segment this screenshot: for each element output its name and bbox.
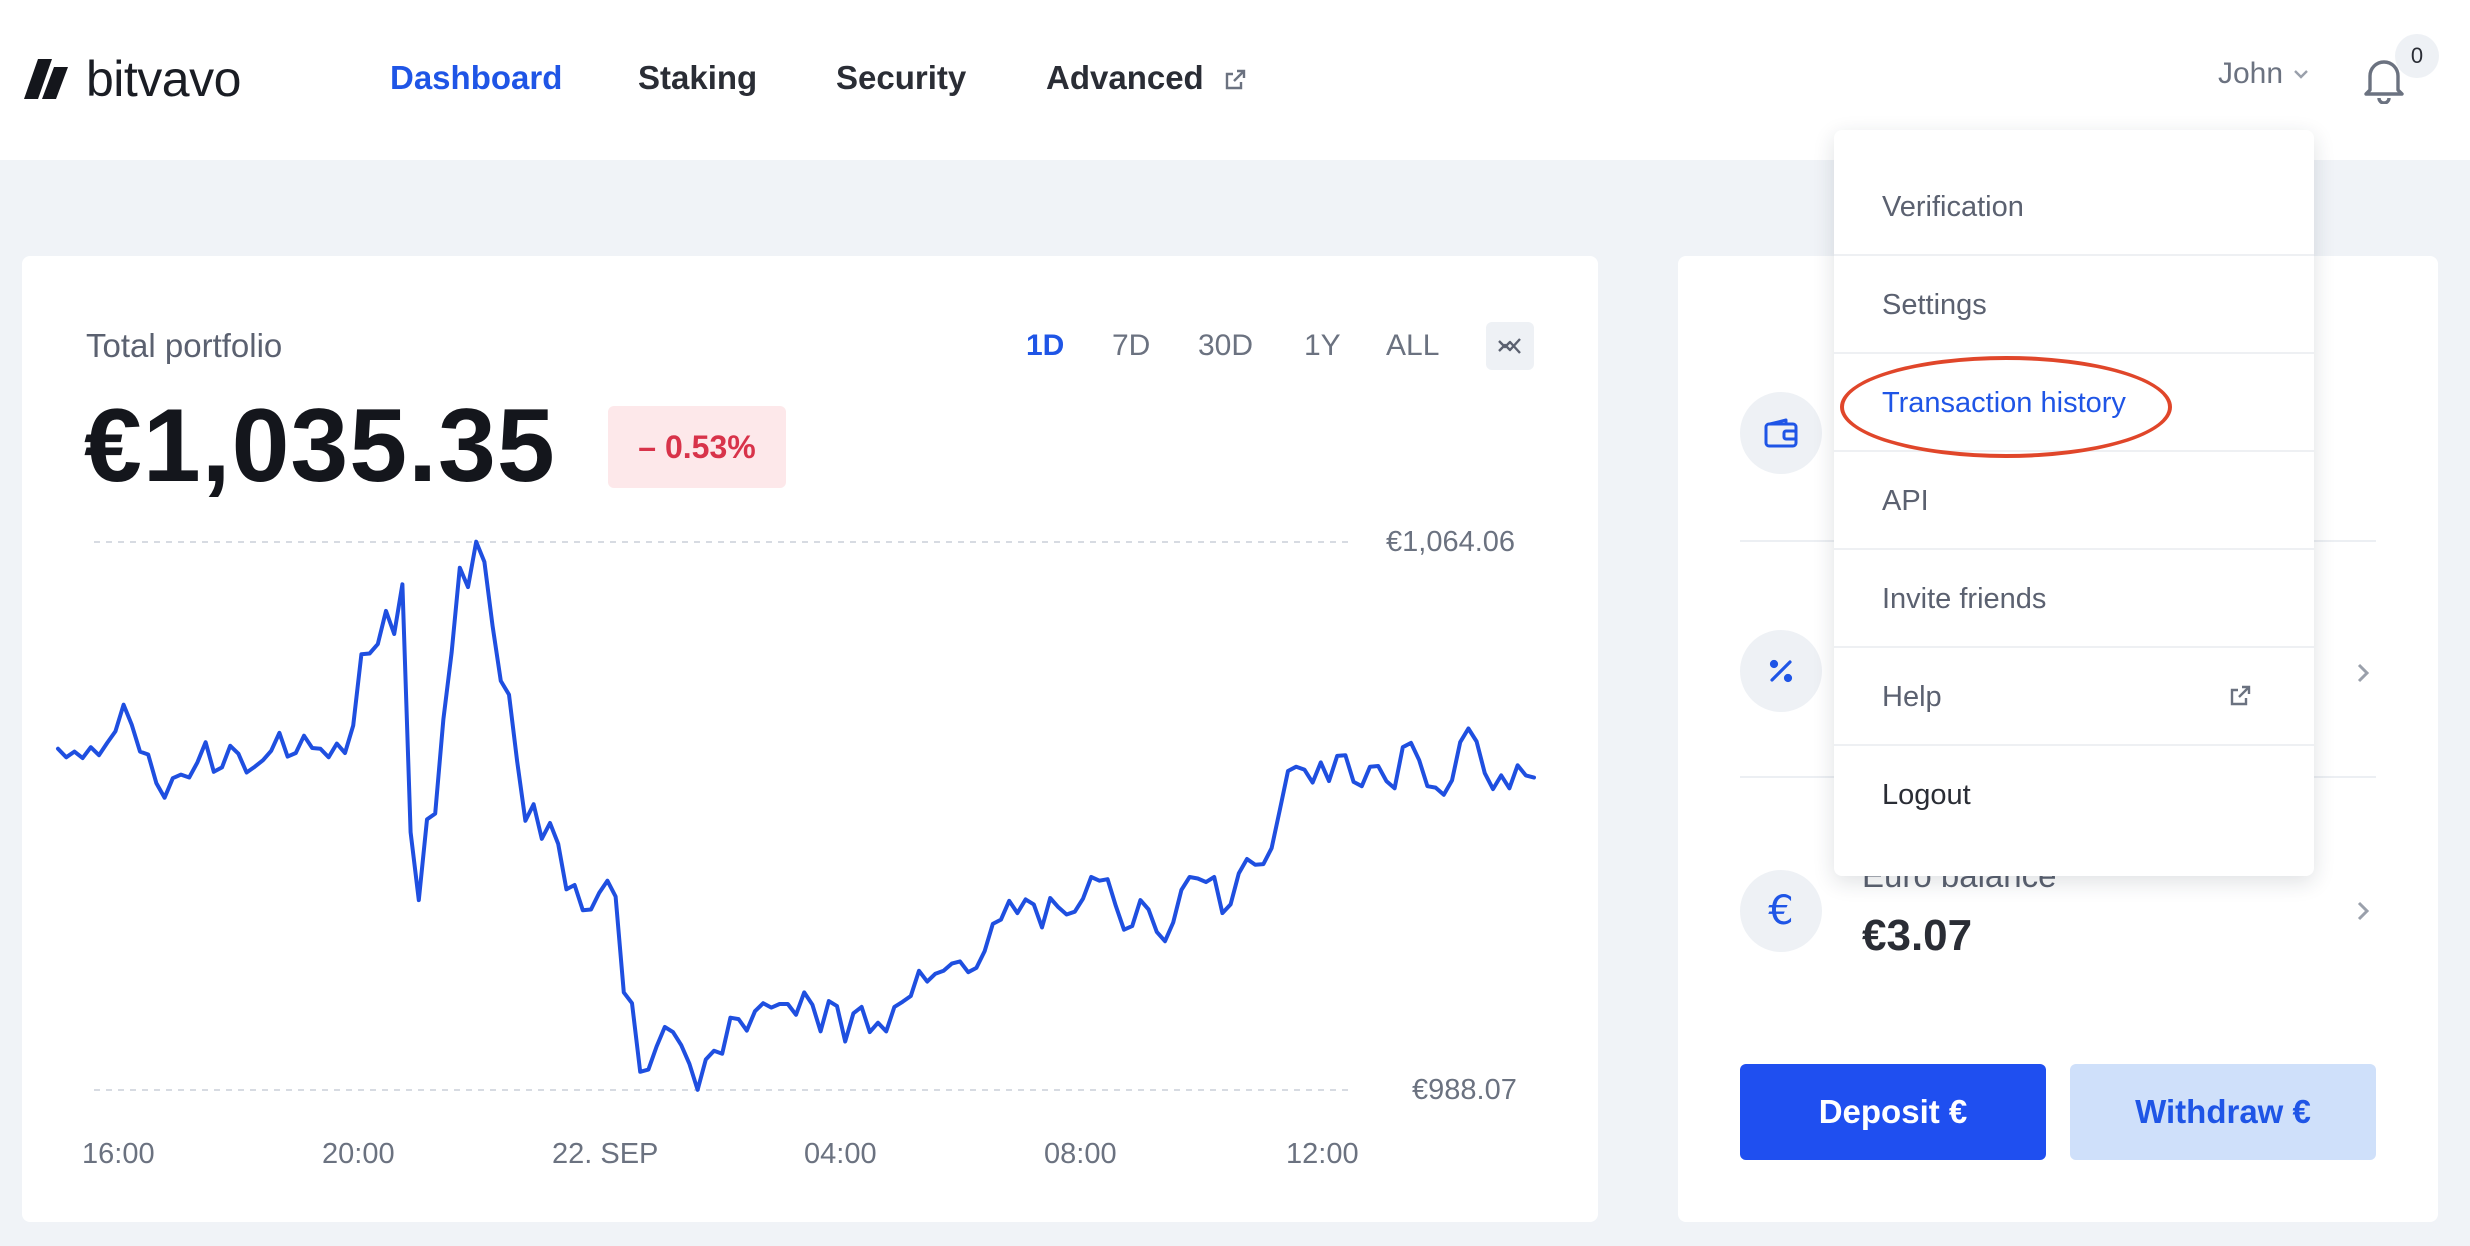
- portfolio-chart: [56, 539, 1536, 1092]
- series-line: [56, 539, 1536, 1092]
- portfolio-value: €1,035.35: [84, 388, 556, 504]
- notifications-button[interactable]: [2362, 56, 2406, 109]
- notification-badge: 0: [2395, 34, 2439, 78]
- nav-advanced-label: Advanced: [1046, 59, 1204, 96]
- wallet-icon: [1764, 418, 1798, 448]
- x-tick-label: 22. SEP: [552, 1138, 659, 1170]
- euro-balance-value: €3.07: [1862, 911, 1973, 960]
- external-link-icon: [2230, 685, 2251, 706]
- chevron-right-icon[interactable]: [2356, 662, 2370, 684]
- external-link-icon: [1225, 70, 1246, 90]
- chevron-down-icon: [2294, 70, 2308, 79]
- range-all[interactable]: ALL: [1386, 329, 1440, 362]
- bell-icon: [2364, 60, 2404, 105]
- nav-advanced[interactable]: Advanced: [1046, 56, 1247, 100]
- x-tick-label: 04:00: [804, 1138, 877, 1170]
- portfolio-card: Total portfolio 1D 7D 30D 1Y ALL €1,035.…: [22, 256, 1598, 1222]
- menu-item-invite-friends[interactable]: Invite friends: [1834, 550, 2314, 648]
- range-1d[interactable]: 1D: [1026, 329, 1065, 362]
- nav-dashboard[interactable]: Dashboard: [390, 59, 563, 96]
- bitvavo-logo[interactable]: bitvavo: [24, 52, 241, 106]
- y-tick-label-max: €1,064.06: [1386, 526, 1516, 558]
- deposit-euro-button[interactable]: Deposit €: [1740, 1064, 2046, 1160]
- menu-item-api[interactable]: API: [1834, 452, 2314, 550]
- top-bar: bitvavo Dashboard Staking Security Advan…: [0, 0, 2470, 160]
- user-name: John: [2218, 57, 2284, 90]
- bitvavo-mark-icon: [24, 59, 68, 99]
- portfolio-change-badge: – 0.53%: [608, 406, 786, 488]
- menu-item-transaction-history[interactable]: Transaction history: [1834, 354, 2314, 452]
- menu-item-logout[interactable]: Logout: [1882, 779, 1971, 811]
- withdraw-euro-button[interactable]: Withdraw €: [2070, 1064, 2376, 1160]
- x-tick-label: 16:00: [82, 1138, 155, 1170]
- range-30d[interactable]: 30D: [1198, 329, 1254, 362]
- x-tick-label: 08:00: [1044, 1138, 1117, 1170]
- euro-icon-circle: €: [1740, 870, 1822, 952]
- chevron-right-icon[interactable]: [2356, 900, 2370, 922]
- y-tick-label-min: €988.07: [1412, 1074, 1517, 1106]
- menu-item-verification[interactable]: Verification: [1834, 158, 2314, 256]
- x-tick-label: 20:00: [322, 1138, 395, 1170]
- range-7d[interactable]: 7D: [1112, 329, 1151, 362]
- brand-name: bitvavo: [86, 51, 241, 107]
- user-dropdown-menu: Verification Settings Transaction histor…: [1834, 130, 2314, 876]
- portfolio-title: Total portfolio: [86, 327, 283, 364]
- x-tick-label: 12:00: [1286, 1138, 1359, 1170]
- menu-item-help-label: Help: [1882, 681, 1942, 713]
- nav-staking[interactable]: Staking: [638, 59, 758, 96]
- menu-item-help[interactable]: Help: [1834, 648, 2314, 746]
- percent-icon: [1769, 659, 1793, 683]
- range-1y[interactable]: 1Y: [1304, 329, 1341, 362]
- chart-compare-button[interactable]: [1486, 322, 1534, 370]
- percent-icon-circle: [1740, 630, 1822, 712]
- nav-security[interactable]: Security: [836, 59, 967, 96]
- euro-icon: €: [1768, 888, 1794, 934]
- user-menu-toggle[interactable]: John: [2218, 52, 2309, 96]
- wallet-icon-circle: [1740, 392, 1822, 474]
- menu-item-settings[interactable]: Settings: [1834, 256, 2314, 354]
- chart-lines-icon: [1498, 338, 1521, 354]
